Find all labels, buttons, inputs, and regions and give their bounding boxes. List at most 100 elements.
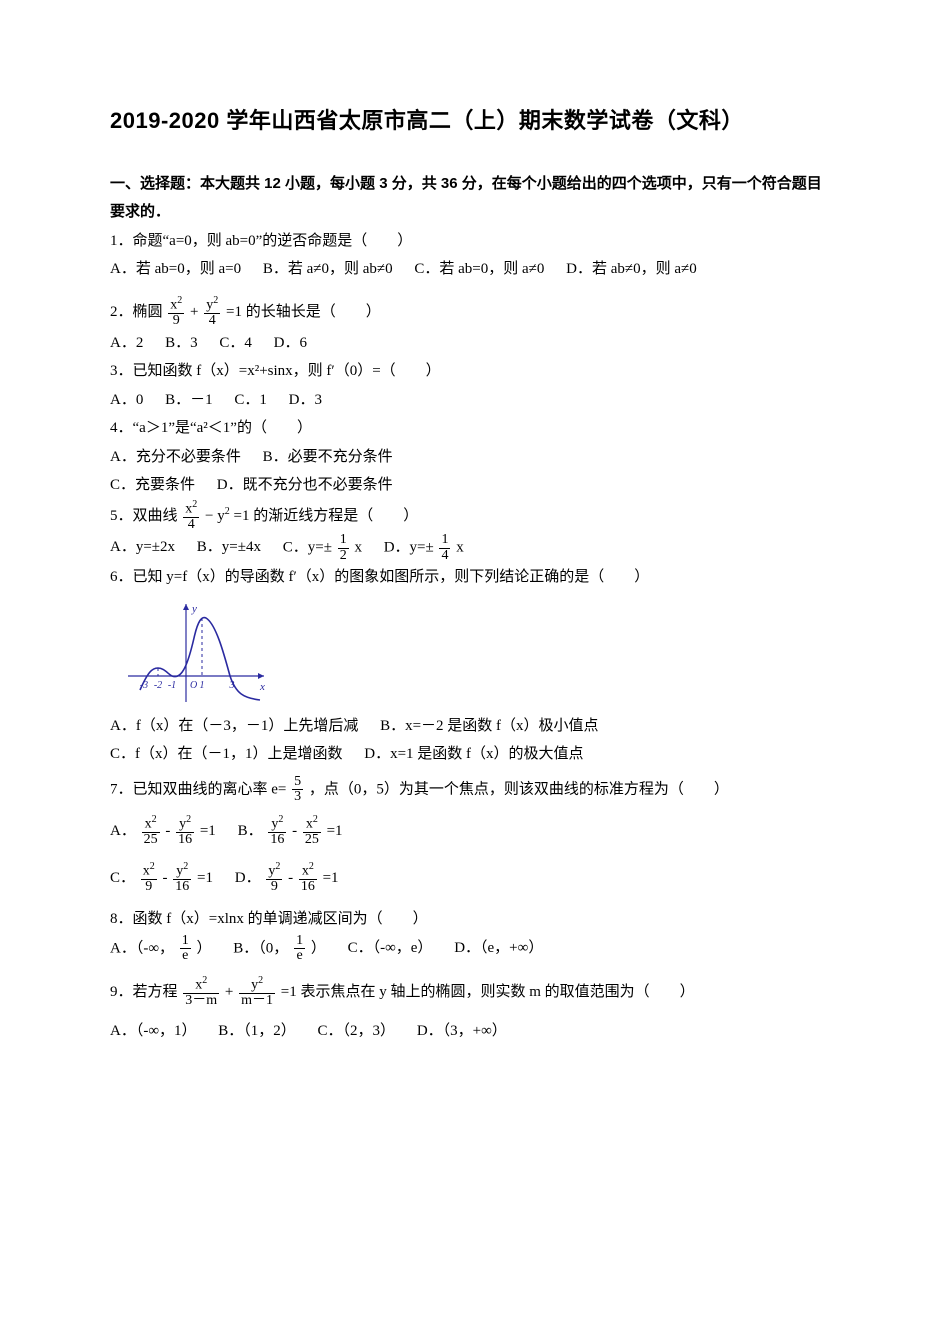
q5-d-lead: D．y=± bbox=[384, 539, 434, 555]
txt: B．（0， bbox=[233, 940, 288, 956]
txt: - bbox=[292, 823, 301, 839]
txt: y bbox=[251, 978, 258, 993]
q2-frac2: y2 4 bbox=[204, 296, 220, 329]
q1-options: A．若 ab=0，则 a=0 B．若 a≠0，则 ab≠0 C．若 ab=0，则… bbox=[110, 255, 835, 284]
q7-lead: 7．已知双曲线的离心率 e= bbox=[110, 781, 286, 797]
q1-stem: 1．命题“a=0，则 ab=0”的逆否命题是（ ） bbox=[110, 233, 412, 249]
q2-options: A．2 B．3 C．4 D．6 bbox=[110, 329, 835, 358]
txt: x bbox=[306, 817, 313, 832]
q5-c-num: 1 bbox=[338, 533, 349, 549]
txt: - bbox=[163, 870, 172, 886]
q4-opt-a: A．充分不必要条件 bbox=[110, 443, 241, 472]
q6-options-2: C．f（x）在（－1，1）上是增函数 D．x=1 是函数 f（x）的极大值点 bbox=[110, 740, 835, 769]
svg-text:1: 1 bbox=[200, 680, 205, 691]
txt: - bbox=[288, 870, 297, 886]
q2-opt-c: C．4 bbox=[219, 329, 252, 358]
txt: 16 bbox=[176, 833, 194, 848]
q5-lead: 5．双曲线 bbox=[110, 508, 178, 524]
q7-a-f1: x225 bbox=[142, 815, 160, 848]
q7-mid: ，点（0，5）为其一个焦点，则该双曲线的标准方程为（ ） bbox=[309, 781, 729, 797]
q5-c-den: 2 bbox=[338, 549, 349, 564]
q7-c-f2: y216 bbox=[173, 862, 191, 895]
q1-opt-d: D．若 ab≠0，则 a≠0 bbox=[566, 255, 697, 284]
q3-opt-b: B．－1 bbox=[165, 386, 213, 415]
q5-frac: x2 4 bbox=[183, 500, 199, 533]
q4-opt-d: D．既不充分也不必要条件 bbox=[217, 471, 393, 500]
q2-opt-a: A．2 bbox=[110, 329, 143, 358]
q2-lead: 2．椭圆 bbox=[110, 304, 163, 320]
q2-opt-b: B．3 bbox=[165, 329, 198, 358]
question-8: 8．函数 f（x）=xlnx 的单调递减区间为（ ） bbox=[110, 905, 835, 934]
q8-opt-d: D．（e，+∞） bbox=[454, 934, 543, 963]
q9-opt-d: D．（3，+∞） bbox=[417, 1017, 507, 1046]
txt: - bbox=[165, 823, 174, 839]
sq-icon: 2 bbox=[313, 814, 318, 825]
txt: 16 bbox=[173, 880, 191, 895]
q7-a-f2: y216 bbox=[176, 815, 194, 848]
sq-icon: 2 bbox=[213, 295, 218, 306]
sq-icon: 2 bbox=[275, 861, 280, 872]
q4-options: A．充分不必要条件 B．必要不充分条件 bbox=[110, 443, 835, 472]
q5-c-lead: C．y=± bbox=[283, 539, 332, 555]
txt: 9 bbox=[141, 880, 157, 895]
q9-options: A．（-∞，1） B．（1，2） C．（2，3） D．（3，+∞） bbox=[110, 1017, 835, 1046]
q7-opt-d: D． y29 - x216 =1 bbox=[235, 862, 339, 895]
q5-mid: − y bbox=[205, 508, 225, 524]
q4-opt-b: B．必要不充分条件 bbox=[263, 443, 393, 472]
q7-d-f2: x216 bbox=[299, 862, 317, 895]
sq-icon: 2 bbox=[202, 975, 207, 986]
q6-opt-b: B．x=－2 是函数 f（x）极小值点 bbox=[380, 712, 598, 741]
q6-opt-a: A．f（x）在（－3，－1）上先增后减 bbox=[110, 712, 358, 741]
txt: =1 bbox=[327, 823, 343, 839]
q7-c-label: C． bbox=[110, 870, 135, 886]
q5-options: A．y=±2x B．y=±4x C．y=± 12 x D．y=± 14 x bbox=[110, 533, 835, 563]
q2-opt-d: D．6 bbox=[274, 329, 307, 358]
sq-icon: 2 bbox=[177, 295, 182, 306]
q2-frac1: x2 9 bbox=[168, 296, 184, 329]
txt: 25 bbox=[142, 833, 160, 848]
q2-frac2-den: 4 bbox=[204, 314, 220, 329]
q7-opt-c: C． x2 9 - y216 =1 bbox=[110, 862, 213, 895]
txt: 16 bbox=[268, 833, 286, 848]
q2-frac1-den: 9 bbox=[168, 314, 184, 329]
q7-a-label: A． bbox=[110, 823, 136, 839]
sq-icon: 2 bbox=[258, 975, 263, 986]
svg-text:3: 3 bbox=[229, 680, 235, 691]
svg-text:-1: -1 bbox=[168, 680, 176, 691]
txt: 1 bbox=[180, 934, 191, 950]
txt: =1 bbox=[200, 823, 216, 839]
question-7: 7．已知双曲线的离心率 e= 5 3 ，点（0，5）为其一个焦点，则该双曲线的标… bbox=[110, 775, 835, 805]
q9-tail: =1 表示焦点在 y 轴上的椭圆，则实数 m 的取值范围为（ ） bbox=[281, 984, 695, 1000]
txt: m－1 bbox=[239, 994, 275, 1009]
q5-opt-d: D．y=± 14 x bbox=[384, 533, 464, 563]
txt: ） bbox=[311, 940, 326, 956]
q8-opt-b: B．（0， 1e ） bbox=[233, 934, 326, 964]
svg-text:x: x bbox=[259, 681, 265, 693]
q5-d-frac: 14 bbox=[439, 533, 450, 563]
q7-e-frac: 5 3 bbox=[292, 775, 303, 805]
q5-opt-c: C．y=± 12 x bbox=[283, 533, 362, 563]
q7-d-label: D． bbox=[235, 870, 261, 886]
q8-a-frac: 1e bbox=[180, 934, 191, 964]
sq-icon: 2 bbox=[278, 814, 283, 825]
question-2: 2．椭圆 x2 9 + y2 4 =1 的长轴长是（ ） bbox=[110, 296, 835, 329]
txt: ） bbox=[197, 940, 212, 956]
q7-options-row1: A． x225 - y216 =1 B． y216 - x225 =1 bbox=[110, 815, 835, 848]
q8-b-frac: 1e bbox=[294, 934, 305, 964]
txt: 3－m bbox=[183, 994, 219, 1009]
txt: x bbox=[143, 864, 150, 879]
q7-d-f1: y29 bbox=[266, 862, 282, 895]
sq-icon: 2 bbox=[150, 861, 155, 872]
txt: x bbox=[145, 817, 152, 832]
q7-b-f1: y216 bbox=[268, 815, 286, 848]
q9-opt-a: A．（-∞，1） bbox=[110, 1017, 197, 1046]
q5-d-num: 1 bbox=[439, 533, 450, 549]
q5-c-tail: x bbox=[354, 539, 362, 555]
txt: 25 bbox=[303, 833, 321, 848]
q7-c-f1: x2 9 bbox=[141, 862, 157, 895]
sq-icon: 2 bbox=[225, 506, 230, 517]
q2-tail: =1 的长轴长是（ ） bbox=[226, 304, 381, 320]
q9-opt-b: B．（1，2） bbox=[218, 1017, 296, 1046]
txt: =1 bbox=[197, 870, 213, 886]
q8-opt-c: C．（-∞，e） bbox=[348, 934, 433, 963]
